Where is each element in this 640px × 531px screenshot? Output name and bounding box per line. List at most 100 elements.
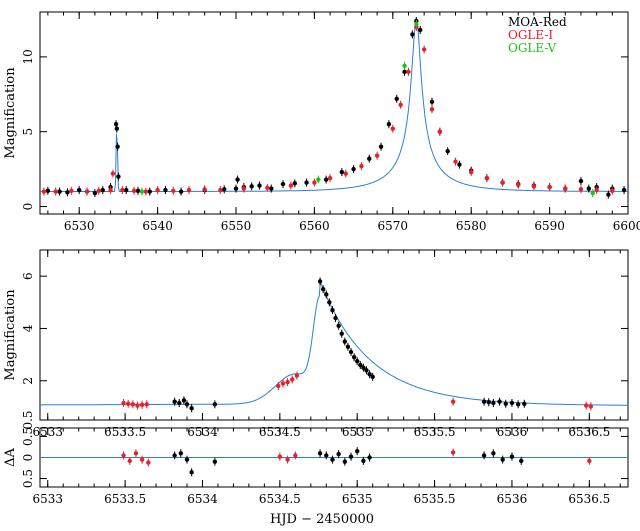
data-point bbox=[450, 399, 456, 404]
data-point bbox=[114, 126, 120, 131]
data-point bbox=[265, 185, 270, 191]
data-point bbox=[304, 180, 309, 185]
anomaly-zoom-panel: 6533 6533.5 6534 6534.5 6535 6535.5 6536 6536.5… bbox=[3, 249, 629, 439]
data-point bbox=[120, 187, 125, 193]
data-point bbox=[406, 69, 411, 75]
x-tick-label: 6535.5 bbox=[414, 492, 456, 506]
data-point bbox=[469, 169, 474, 175]
data-point bbox=[121, 400, 126, 406]
data-point bbox=[146, 460, 151, 465]
data-point bbox=[212, 459, 218, 464]
y-axis-label: Magnification bbox=[3, 67, 18, 159]
data-point bbox=[124, 187, 129, 193]
data-point bbox=[108, 187, 113, 193]
x-tick-label: 6560 bbox=[299, 219, 330, 233]
data-point bbox=[189, 470, 194, 475]
data-point bbox=[316, 177, 321, 182]
data-point bbox=[135, 188, 141, 194]
x-tick-label: 6540 bbox=[142, 219, 173, 233]
data-point bbox=[241, 186, 247, 191]
y-tick-label: 0.5 bbox=[21, 469, 35, 488]
data-point bbox=[155, 187, 160, 193]
data-point bbox=[280, 381, 286, 386]
data-point bbox=[351, 355, 357, 360]
data-point bbox=[57, 189, 62, 194]
data-point bbox=[336, 323, 341, 329]
data-point bbox=[370, 374, 375, 380]
data-point bbox=[497, 399, 502, 404]
data-point bbox=[139, 457, 145, 462]
data-point bbox=[390, 126, 395, 131]
data-point bbox=[531, 184, 537, 189]
data-point bbox=[586, 186, 591, 191]
data-point bbox=[285, 379, 290, 385]
data-point bbox=[269, 186, 274, 191]
data-point bbox=[339, 331, 344, 336]
data-point bbox=[348, 349, 354, 355]
x-tick-label: 6534.5 bbox=[259, 492, 301, 506]
x-tick-label: 6580 bbox=[456, 219, 487, 233]
data-point bbox=[500, 457, 505, 462]
data-point bbox=[330, 457, 335, 462]
data-point bbox=[139, 189, 145, 194]
data-point bbox=[348, 454, 354, 459]
x-axis-label: HJD − 2450000 bbox=[270, 512, 374, 527]
data-point bbox=[189, 406, 194, 411]
data-point bbox=[77, 187, 82, 193]
data-point bbox=[143, 189, 149, 194]
y-tick-label: 4 bbox=[21, 324, 35, 332]
data-point bbox=[481, 399, 487, 404]
data-point bbox=[358, 362, 363, 368]
data-point bbox=[290, 377, 295, 382]
data-point bbox=[606, 192, 611, 197]
data-point bbox=[398, 102, 403, 107]
data-point bbox=[186, 187, 192, 193]
data-point bbox=[484, 175, 490, 181]
x-tick-label: 6530 bbox=[64, 219, 95, 233]
data-point bbox=[288, 183, 294, 188]
data-point bbox=[126, 401, 131, 406]
data-point bbox=[323, 177, 329, 182]
data-point bbox=[481, 453, 487, 458]
data-point bbox=[364, 368, 369, 373]
y-tick-label: 2 bbox=[21, 377, 35, 385]
data-point bbox=[317, 279, 323, 284]
data-point bbox=[131, 188, 137, 194]
data-point bbox=[486, 400, 491, 405]
data-point bbox=[249, 184, 254, 189]
data-point bbox=[437, 129, 443, 134]
y-tick-label: 5 bbox=[21, 128, 35, 136]
data-point bbox=[361, 458, 366, 464]
data-point bbox=[65, 190, 70, 195]
y-tick-label: 10 bbox=[21, 49, 35, 64]
x-tick-label: 6535 bbox=[342, 492, 373, 506]
data-point bbox=[453, 159, 458, 164]
data-point bbox=[355, 358, 360, 364]
data-point bbox=[410, 32, 415, 37]
data-point bbox=[121, 453, 126, 458]
data-point bbox=[312, 180, 317, 185]
data-point bbox=[41, 189, 47, 194]
data-point bbox=[277, 454, 283, 459]
data-point bbox=[172, 453, 177, 458]
data-point bbox=[330, 307, 335, 313]
data-point bbox=[429, 107, 435, 112]
data-point bbox=[515, 402, 521, 407]
data-point bbox=[212, 402, 218, 407]
data-point bbox=[547, 184, 552, 190]
data-point bbox=[84, 189, 90, 194]
data-point bbox=[320, 287, 326, 292]
data-point bbox=[327, 175, 333, 181]
data-point bbox=[233, 186, 239, 191]
data-point bbox=[450, 450, 456, 455]
data-point bbox=[343, 171, 348, 176]
x-tick-label: 6550 bbox=[221, 219, 252, 233]
data-point bbox=[351, 166, 356, 172]
data-point bbox=[522, 401, 527, 406]
data-point bbox=[590, 190, 595, 196]
y-axis-label: Magnification bbox=[3, 289, 18, 381]
data-point bbox=[324, 292, 329, 297]
data-point bbox=[69, 188, 74, 194]
data-point bbox=[509, 454, 515, 459]
data-point bbox=[324, 453, 329, 458]
